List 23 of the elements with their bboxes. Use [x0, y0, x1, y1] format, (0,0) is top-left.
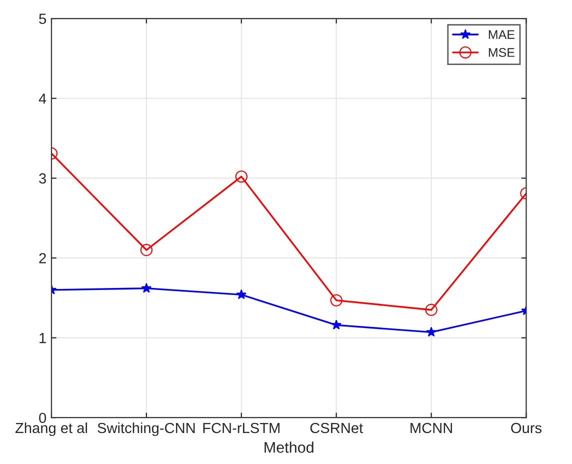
legend-label: MSE	[488, 48, 514, 57]
point	[330, 294, 342, 306]
point	[426, 326, 436, 337]
y-tick-label: 3	[39, 173, 46, 184]
x-tick-label: CSRNet	[310, 422, 363, 434]
y-tick-label: 0	[39, 412, 46, 424]
x-tick-label: FCN-rLSTM	[203, 422, 280, 434]
legend-label: MAE	[488, 30, 514, 39]
x-tick-label: Switching-CNN	[98, 422, 195, 436]
x-axis-title: Method	[264, 442, 314, 453]
y-tick-label: 5	[39, 14, 46, 24]
point	[425, 304, 438, 316]
point	[236, 289, 247, 300]
x-tick-label: Ours	[511, 422, 542, 434]
x-tick-label: Zhang et al	[15, 422, 87, 436]
point	[141, 282, 152, 293]
x-tick-label: MCNN	[410, 422, 452, 434]
y-tick-label: 4	[38, 94, 46, 104]
y-tick-label: 1	[40, 333, 46, 344]
point	[140, 244, 153, 256]
point	[235, 170, 248, 183]
y-tick-label: 2	[39, 253, 46, 264]
point	[331, 320, 342, 330]
